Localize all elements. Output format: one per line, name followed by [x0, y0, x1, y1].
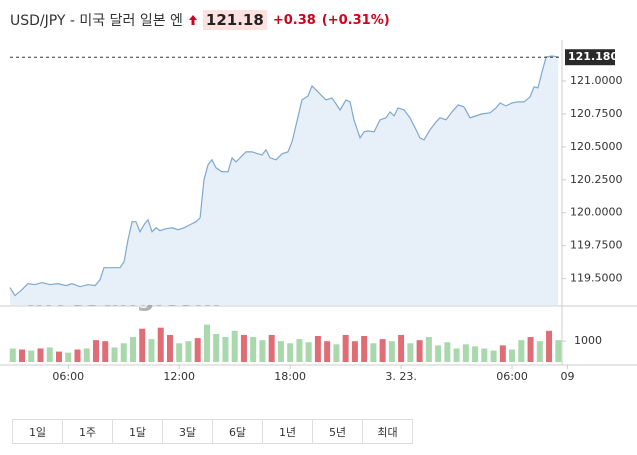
- title: USD/JPY - 미국 달러 일본 엔: [10, 13, 183, 29]
- x-tick-label: 18:00: [274, 370, 306, 383]
- y-tick-label: 121.0000: [570, 74, 623, 87]
- volume-bar: [83, 348, 90, 362]
- volume-bar: [555, 340, 562, 362]
- y-tick-label: 1000: [574, 334, 602, 347]
- volume-bar: [19, 349, 26, 362]
- volume-bar: [444, 342, 451, 362]
- price: 121.18: [202, 10, 267, 30]
- volume-bar: [148, 339, 155, 362]
- volume-bar: [268, 334, 275, 362]
- volume-bar: [407, 343, 414, 362]
- volume-bar: [425, 337, 432, 362]
- y-tick-label: 120.7500: [570, 107, 623, 120]
- y-tick-label: 119.7500: [570, 239, 623, 252]
- header: USD/JPY - 미국 달러 일본 엔 121.18 +0.38 (+0.31…: [10, 10, 390, 30]
- volume-bar: [213, 333, 220, 362]
- volume-bar: [453, 348, 460, 362]
- volume-bar: [379, 339, 386, 362]
- volume-bar: [361, 336, 368, 362]
- volume-bar: [28, 350, 35, 362]
- volume-bar: [490, 350, 497, 362]
- range-button[interactable]: 1주: [62, 419, 113, 444]
- change-percent: (+0.31%): [321, 12, 390, 28]
- x-tick-label: 12:00: [163, 370, 195, 383]
- range-button[interactable]: 1년: [262, 419, 313, 444]
- volume-bar: [157, 327, 164, 362]
- volume-bar: [9, 348, 16, 362]
- volume-bar: [472, 346, 479, 362]
- volume-bar: [333, 344, 340, 362]
- volume-bar: [314, 336, 321, 362]
- range-button[interactable]: 1일: [12, 419, 63, 444]
- change: +0.38: [272, 12, 316, 28]
- y-tick-label: 120.0000: [570, 206, 623, 219]
- last-price-label: 121.1800: [568, 50, 626, 63]
- volume-bar: [324, 341, 331, 362]
- volume-bar: [518, 340, 525, 362]
- chart: Investing.com119.5000119.7500120.0000120…: [0, 40, 637, 383]
- volume-bar: [351, 341, 358, 362]
- volume-bar: [287, 343, 294, 362]
- volume-bar: [481, 348, 488, 362]
- volume-bar: [305, 342, 312, 362]
- volume-bar: [546, 330, 553, 362]
- volume-bar: [527, 337, 534, 362]
- y-tick-label: 119.5000: [570, 272, 623, 285]
- range-button[interactable]: 1달: [112, 419, 163, 444]
- volume-bar: [176, 343, 183, 362]
- up-arrow: [188, 15, 197, 25]
- volume-bar: [166, 334, 173, 362]
- volume-bar: [398, 334, 405, 362]
- volume-bar: [499, 345, 506, 362]
- range-button[interactable]: 3달: [162, 419, 213, 444]
- x-tick-label: 06:00: [52, 370, 84, 383]
- volume-bar: [435, 345, 442, 362]
- volume-bar: [74, 349, 81, 362]
- volume-bar: [102, 341, 109, 362]
- x-tick-label: 09: [561, 370, 575, 383]
- volume-bar: [185, 341, 192, 362]
- x-tick-label: 3. 23.: [385, 370, 417, 383]
- volume-bar: [111, 347, 118, 362]
- price-area: [10, 56, 559, 305]
- y-tick-label: 120.5000: [570, 140, 623, 153]
- volume-bar: [509, 349, 516, 362]
- volume-bar: [46, 347, 53, 362]
- volume-bar: [129, 337, 136, 362]
- volume-bar: [250, 337, 257, 362]
- volume-bar: [231, 330, 238, 362]
- x-tick-label: 06:00: [496, 370, 528, 383]
- volume-bar: [259, 340, 266, 362]
- range-button[interactable]: 5년: [312, 419, 363, 444]
- volume-bar: [240, 334, 247, 362]
- volume-bar: [120, 343, 127, 362]
- volume-bar: [536, 341, 543, 362]
- volume-bar: [65, 352, 72, 362]
- last-price-box: [565, 49, 615, 66]
- range-button[interactable]: 6달: [212, 419, 263, 444]
- volume-bar: [462, 344, 469, 362]
- volume-bar: [342, 334, 349, 362]
- volume-bar: [92, 340, 99, 362]
- volume-bar: [277, 341, 284, 362]
- y-tick-label: 120.2500: [570, 173, 623, 186]
- volume-bar: [416, 340, 423, 362]
- volume-bar: [194, 338, 201, 362]
- volume-bar: [37, 348, 44, 362]
- volume-bar: [56, 351, 63, 362]
- price-line: [9, 55, 559, 297]
- volume-bar: [296, 339, 303, 362]
- range-button[interactable]: 최대: [362, 419, 413, 444]
- volume-bar: [370, 343, 377, 362]
- volume-bar: [222, 337, 229, 362]
- volume-bar: [203, 324, 210, 362]
- volume-bar: [139, 328, 146, 362]
- volume-bar: [388, 341, 395, 362]
- range-buttons: 1일 1주 1달 3달 6달 1년 5년 최대: [12, 419, 413, 444]
